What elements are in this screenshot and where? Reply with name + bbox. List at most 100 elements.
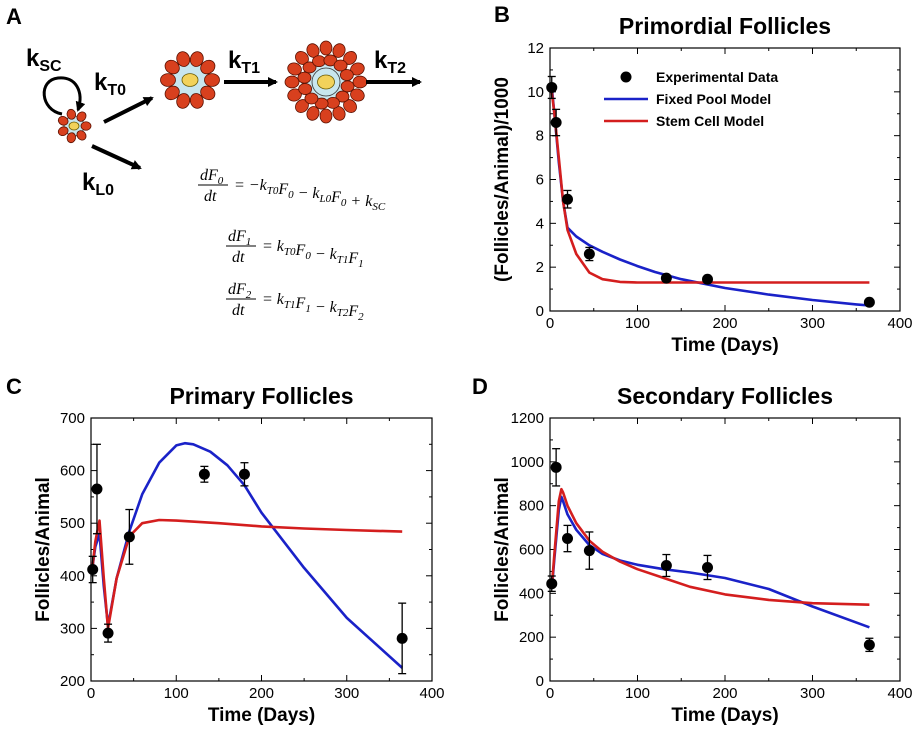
granulosa-cell-inner (314, 97, 329, 110)
rate-label-kt2: kT2 (374, 47, 406, 77)
rate-label-kl0: kL0 (82, 169, 114, 199)
data-point (546, 81, 558, 93)
granulosa-cell (350, 88, 365, 102)
granulosa-cell-inner (323, 54, 338, 67)
granulosa-cell (352, 75, 368, 89)
equation-lhs-numerator: dF0 (200, 167, 224, 187)
secondary-follicle-graphic (284, 40, 368, 124)
y-tick-label: 600 (60, 463, 85, 480)
eq-text: − k (294, 185, 321, 202)
legend-entry: Fixed Pool Model (656, 91, 771, 107)
eq-d: dF (228, 228, 246, 245)
legend-entry: Experimental Data (656, 69, 778, 85)
data-point (660, 272, 672, 284)
y-tick-label: 1000 (511, 454, 544, 471)
equation-lhs-numerator: dF1 (228, 228, 251, 248)
x-tick-label: 100 (625, 315, 650, 332)
y-tick-label: 800 (519, 498, 544, 515)
data-point (702, 561, 713, 573)
granulosa-cell-inner (333, 59, 348, 72)
legend-entry: Stem Cell Model (656, 113, 764, 129)
data-point (238, 468, 250, 480)
y-tick-label: 300 (60, 620, 85, 637)
y-axis-label: (Follicles/Animal)/1000 (492, 77, 513, 282)
granulosa-cell (164, 85, 180, 101)
data-point (550, 117, 562, 129)
equation-lhs-denominator: dt (204, 188, 217, 205)
equation-rhs: = −kT0F0 − kL0F0 + kSC (234, 177, 386, 213)
rate-label-ksc: kSC (26, 45, 62, 75)
chart-title: Primordial Follicles (619, 13, 831, 39)
eq-text: F (330, 189, 341, 206)
panel-label-c: C (6, 374, 22, 399)
granulosa-cell (57, 115, 69, 126)
x-tick-label: 300 (800, 685, 825, 702)
chart-panel-c: C Primary Follicles 0 100 200 300 400 200 300 400… (6, 374, 445, 726)
eq-text: F (277, 181, 288, 198)
y-tick-label: 1200 (511, 410, 544, 427)
eq-sub: T2 (337, 307, 349, 319)
granulosa-cell-inner (335, 90, 350, 103)
granulosa-cell (319, 40, 333, 56)
data-point (562, 193, 573, 205)
eq-text: = k (262, 291, 285, 308)
panel-label-a: A (6, 4, 22, 29)
data-point (702, 273, 713, 285)
loss-arrow-l0 (91, 144, 142, 170)
primordial-follicle-graphic (57, 108, 92, 144)
oocyte-nucleus-inner (317, 74, 335, 90)
data-point (546, 578, 558, 590)
eq-sub: 0 (305, 250, 311, 262)
eq-sub: L0 (319, 193, 332, 205)
eq-sub: 2 (246, 289, 252, 301)
granulosa-cell-inner (339, 69, 354, 81)
y-tick-label: 400 (519, 585, 544, 602)
data-point (198, 468, 210, 480)
granulosa-cell (200, 59, 216, 75)
eq-sub: T1 (284, 299, 296, 311)
data-point (123, 531, 135, 543)
eq-sub: T0 (284, 246, 296, 258)
eq-sub: T1 (337, 254, 349, 266)
equation-lhs-denominator: dt (232, 302, 245, 319)
data-point (562, 533, 573, 545)
eq-sub: 1 (246, 236, 252, 248)
y-tick-label: 12 (527, 40, 544, 57)
x-tick-label: 300 (334, 685, 359, 702)
eq-text: F (295, 242, 306, 259)
series-line-stem-cell-model (91, 518, 403, 630)
y-tick-label: 4 (536, 215, 544, 232)
granulosa-cell (189, 51, 204, 67)
x-tick-label: 0 (87, 685, 95, 702)
granulosa-cell-inner (297, 71, 312, 84)
data-point (863, 639, 875, 651)
data-point (102, 627, 114, 639)
data-point (87, 563, 99, 575)
panel-label-d: D (472, 374, 488, 399)
transition-arrow-t0 (103, 96, 154, 124)
series-line-fixed-pool-model (550, 495, 870, 629)
data-point (863, 296, 875, 308)
y-axis-label: Follicles/Animal (492, 477, 513, 622)
x-tick-label: 200 (712, 315, 737, 332)
granulosa-cell (284, 75, 300, 89)
granulosa-cell-inner (302, 61, 317, 74)
oocyte-nucleus (181, 73, 199, 87)
x-tick-label: 400 (887, 685, 912, 702)
y-tick-label: 6 (536, 172, 544, 189)
legend: Experimental Data Fixed Pool Model Stem Ce… (604, 69, 778, 129)
x-tick-label: 200 (712, 685, 737, 702)
data-point (396, 632, 408, 644)
data-point (583, 545, 595, 557)
x-tick-label: 400 (419, 685, 444, 702)
rate-label-kt0: kT0 (94, 69, 126, 99)
y-tick-label: 10 (527, 84, 544, 101)
eq-sub: 2 (358, 311, 364, 323)
equation-rhs: = kT0F0 − kT1F1 (262, 238, 364, 270)
y-tick-label: 200 (60, 673, 85, 690)
data-point (660, 559, 672, 571)
eq-text: + k (346, 193, 373, 210)
equation-rhs: = kT1F1 − kT2F2 (262, 291, 364, 323)
